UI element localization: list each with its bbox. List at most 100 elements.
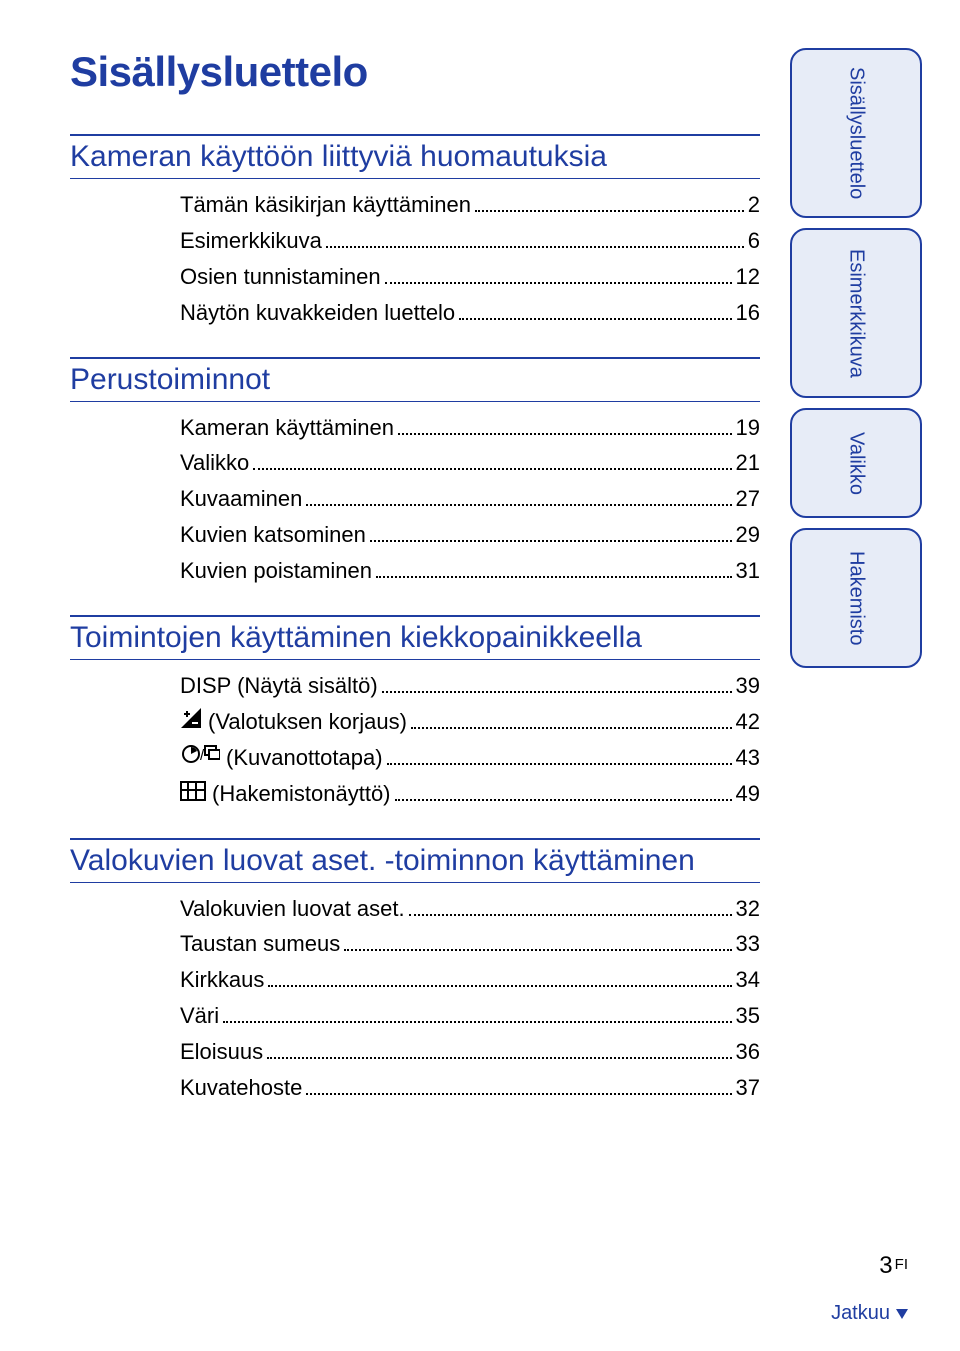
toc-row[interactable]: Osien tunnistaminen 12 [180,261,760,293]
toc-label-text: Kameran käyttäminen [180,412,394,444]
toc-label: Kirkkaus [180,964,264,996]
dot-leader [267,1057,731,1059]
dot-leader [395,799,732,801]
toc-page-number: 34 [736,964,760,996]
toc-label-text: Valokuvien luovat aset. [180,893,405,925]
dot-leader [326,246,744,248]
toc-label: Näytön kuvakkeiden luettelo [180,297,455,329]
toc-label-text: Esimerkkikuva [180,225,322,257]
toc-block: Valokuvien luovat aset.32Taustan sumeus 3… [70,893,760,1104]
toc-label: Tämän käsikirjan käyttäminen [180,189,471,221]
toc-label: (Hakemistonäyttö) [180,778,391,810]
toc-row[interactable]: (Hakemistonäyttö) 49 [180,778,760,810]
toc-page-number: 6 [748,225,760,257]
side-tab[interactable]: Sisällysluettelo [790,48,922,218]
toc-label-text: Kuvaaminen [180,483,302,515]
toc-page-number: 43 [736,742,760,774]
section-title: Perustoiminnot [70,357,760,402]
toc-page-number: 19 [736,412,760,444]
toc-page-number: 21 [736,447,760,479]
toc-row[interactable]: DISP (Näytä sisältö) 39 [180,670,760,702]
toc-label-text: Kuvien katsominen [180,519,366,551]
toc-label-text: (Valotuksen korjaus) [208,706,407,738]
page-number-suffix: FI [895,1256,908,1273]
toc-row[interactable]: (Valotuksen korjaus) 42 [180,706,760,738]
toc-row[interactable]: Kuvatehoste 37 [180,1072,760,1104]
toc-page-number: 31 [736,555,760,587]
toc-page-number: 27 [736,483,760,515]
toc-label: Valikko [180,447,249,479]
toc-row[interactable]: Esimerkkikuva 6 [180,225,760,257]
dot-leader [268,985,731,987]
toc-row[interactable]: / (Kuvanottotapa) 43 [180,742,760,774]
toc-label-text: Valikko [180,447,249,479]
dot-leader [306,1093,731,1095]
toc-label-text: Kuvien poistaminen [180,555,372,587]
toc-page-number: 35 [736,1000,760,1032]
dot-leader [459,318,731,320]
exposure-icon [180,707,202,729]
toc-row[interactable]: Valikko 21 [180,447,760,479]
toc-label: Esimerkkikuva [180,225,322,257]
toc-label-text: Kuvatehoste [180,1072,302,1104]
toc-row[interactable]: Kirkkaus 34 [180,964,760,996]
toc-label: Kuvatehoste [180,1072,302,1104]
toc-label: Valokuvien luovat aset. [180,893,405,925]
index-icon [180,781,206,801]
dot-leader [370,540,732,542]
toc-label-text: Taustan sumeus [180,928,340,960]
toc-row[interactable]: Kuvien poistaminen 31 [180,555,760,587]
toc-label: Kuvien poistaminen [180,555,372,587]
dot-leader [398,433,732,435]
toc-row[interactable]: Taustan sumeus 33 [180,928,760,960]
toc-block: Tämän käsikirjan käyttäminen 2 Esimerkkiku… [70,189,760,329]
toc-page-number: 39 [736,670,760,702]
toc-page-number: 2 [748,189,760,221]
toc-row[interactable]: Kuvien katsominen 29 [180,519,760,551]
toc-page-number: 49 [736,778,760,810]
toc-label: Kuvaaminen [180,483,302,515]
toc-page-number: 37 [736,1072,760,1104]
toc-row[interactable]: Tämän käsikirjan käyttäminen 2 [180,189,760,221]
toc-page-number: 42 [736,706,760,738]
continues-indicator: Jatkuu [831,1302,908,1325]
toc-page-number: 16 [736,297,760,329]
toc-page-number: 29 [736,519,760,551]
toc-label: Kuvien katsominen [180,519,366,551]
toc-label: Osien tunnistaminen [180,261,381,293]
page-number: 3FI [831,1252,908,1280]
toc-label-text: Näytön kuvakkeiden luettelo [180,297,455,329]
dot-leader [409,914,732,916]
side-tab[interactable]: Valikko [790,408,922,518]
toc-row[interactable]: Väri35 [180,1000,760,1032]
toc-label-text: Eloisuus [180,1036,263,1068]
side-tabs: SisällysluetteloEsimerkkikuvaValikkoHake… [790,48,922,668]
toc-page-number: 33 [736,928,760,960]
dot-leader [387,763,732,765]
dot-leader [344,949,731,951]
toc-label-text: (Kuvanottotapa) [226,742,383,774]
toc-label-text: DISP (Näytä sisältö) [180,670,378,702]
toc-block: Kameran käyttäminen 19 Valikko 21 Kuvaaminen… [70,412,760,587]
dot-leader [385,282,732,284]
dot-leader [382,691,732,693]
toc-row[interactable]: Kuvaaminen 27 [180,483,760,515]
section-title: Valokuvien luovat aset. -toiminnon käytt… [70,838,760,883]
toc-row[interactable]: Eloisuus36 [180,1036,760,1068]
page: Sisällysluettelo Kameran käyttöön liitty… [0,0,960,1351]
drive-icon: / [180,743,220,765]
toc-label: / (Kuvanottotapa) [180,742,383,774]
toc-label-text: Osien tunnistaminen [180,261,381,293]
toc-page-number: 12 [736,261,760,293]
continues-label: Jatkuu [831,1302,890,1325]
toc-label-text: (Hakemistonäyttö) [212,778,391,810]
dot-leader [411,727,732,729]
toc-row[interactable]: Valokuvien luovat aset.32 [180,893,760,925]
toc-label: Eloisuus [180,1036,263,1068]
side-tab[interactable]: Hakemisto [790,528,922,668]
dot-leader [376,576,732,578]
side-tab[interactable]: Esimerkkikuva [790,228,922,398]
toc-row[interactable]: Näytön kuvakkeiden luettelo 16 [180,297,760,329]
toc-row[interactable]: Kameran käyttäminen 19 [180,412,760,444]
dot-leader [475,210,744,212]
